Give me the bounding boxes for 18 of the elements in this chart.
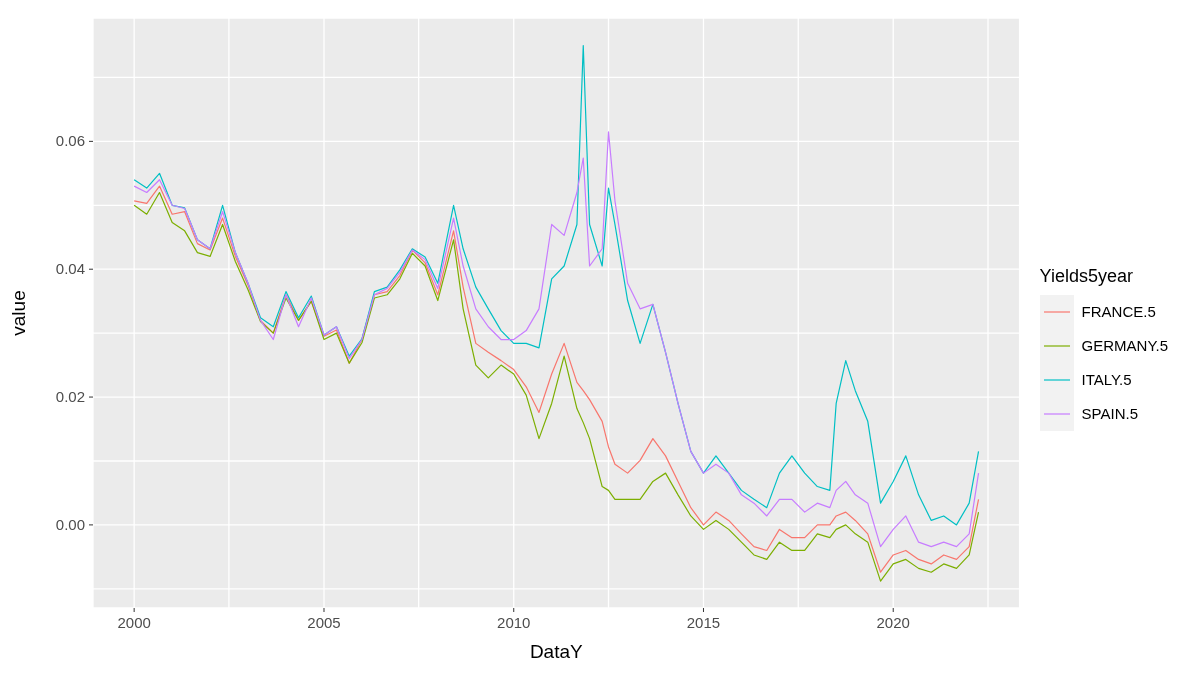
- x-tick-label: 2005: [307, 614, 341, 631]
- x-tick-label: 2010: [497, 614, 531, 631]
- x-axis-title: DataY: [529, 641, 584, 662]
- x-tick-label: 2020: [876, 614, 910, 631]
- y-tick-label: 0.00: [55, 515, 85, 533]
- legend-label: FRANCE.5: [1081, 303, 1156, 320]
- line-series: [133, 131, 980, 548]
- legend-title: Yields5year: [1039, 265, 1134, 287]
- y-tick-label: 0.04: [55, 260, 85, 278]
- y-tick-label: 0.06: [55, 132, 85, 150]
- legend-label: ITALY.5: [1081, 371, 1132, 388]
- y-axis-title: value: [7, 290, 29, 336]
- x-tick-label: 2000: [117, 614, 151, 631]
- x-tick-label: 2015: [686, 614, 721, 631]
- y-tick-label: 0.02: [55, 388, 85, 406]
- legend-label: GERMANY.5: [1081, 337, 1168, 354]
- legend-label: SPAIN.5: [1081, 405, 1138, 422]
- line-series: [133, 44, 980, 526]
